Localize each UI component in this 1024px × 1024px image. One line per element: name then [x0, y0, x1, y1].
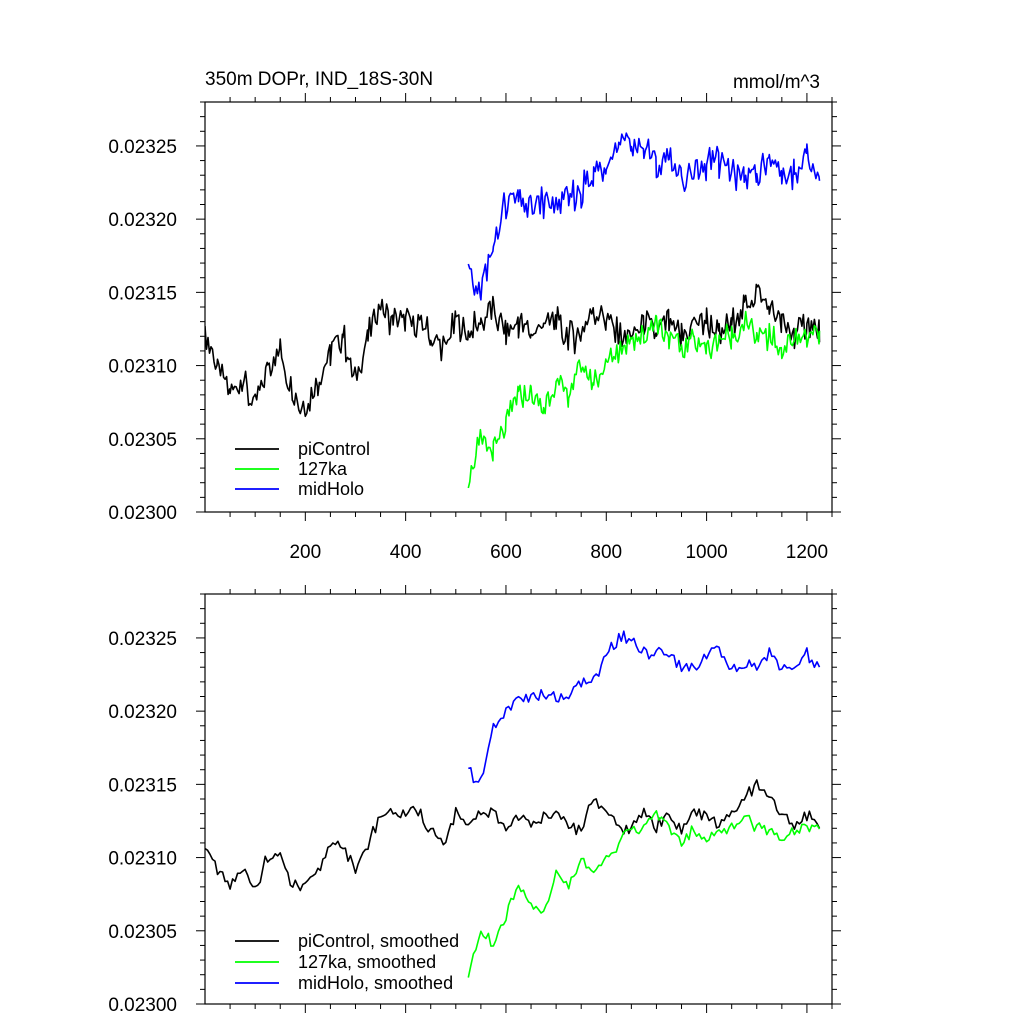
y-tick-label: 0.02315: [108, 775, 177, 796]
series-line: [205, 779, 821, 892]
chart-title: 350m DOPr, IND_18S-30N: [205, 69, 433, 90]
y-tick-label: 0.02310: [108, 849, 177, 870]
x-tick-label: 600: [490, 542, 522, 563]
x-tick-label: 200: [289, 542, 321, 563]
y-tick-label: 0.02305: [108, 922, 177, 943]
y-tick-label: 0.02325: [108, 137, 177, 158]
series-line: [468, 630, 821, 784]
y-tick-label: 0.02320: [108, 210, 177, 231]
bottom-panel: 0.02300 0.02305 0.02310 0.02315 0.02320 0.023…: [108, 585, 841, 1016]
legend-label: piControl: [298, 439, 370, 459]
y-tick-label: 0.02300: [108, 503, 177, 524]
units-label: mmol/m^3: [733, 72, 820, 93]
series-line: [467, 810, 821, 978]
legend-label: piControl, smoothed: [298, 931, 459, 951]
legend-label: midHolo: [298, 479, 364, 499]
y-tick-label: 0.02325: [108, 629, 177, 650]
y-tick-label: 0.02320: [108, 702, 177, 723]
x-tick-label: 400: [390, 542, 422, 563]
y-tick-label: 0.02300: [108, 995, 177, 1016]
x-tick-label: 1200: [786, 542, 828, 563]
series-line: [467, 310, 821, 489]
y-tick-label: 0.02305: [108, 430, 177, 451]
legend-label: 127ka: [298, 459, 348, 479]
series-line: [467, 132, 821, 301]
x-tick-label: 1000: [685, 542, 727, 563]
legend-label: 127ka, smoothed: [298, 952, 436, 972]
top-panel: 0.02300 0.02305 0.02310 0.02315 0.02320 0.023…: [108, 93, 841, 563]
y-tick-label: 0.02310: [108, 357, 177, 378]
series-line: [205, 283, 821, 418]
x-tick-label: 800: [590, 542, 622, 563]
y-tick-label: 0.02315: [108, 283, 177, 304]
legend-label: midHolo, smoothed: [298, 973, 453, 993]
